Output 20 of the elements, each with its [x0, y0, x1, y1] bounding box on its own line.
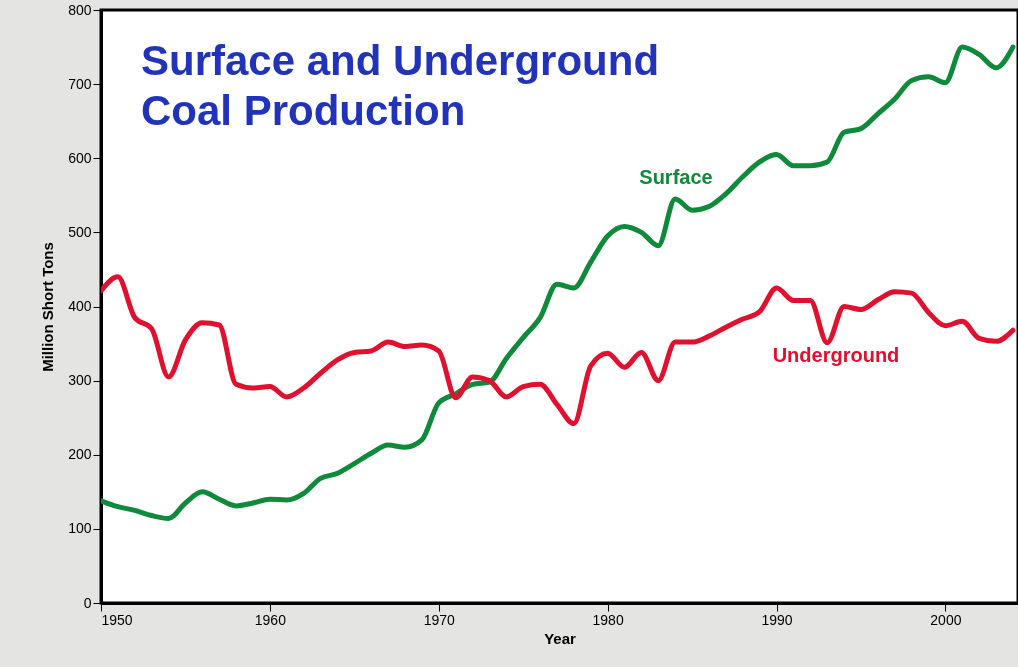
y-tick-label: 800 — [68, 1, 92, 18]
y-axis-title: Million Short Tons — [39, 242, 57, 372]
text: Surface and Underground Coal Production — [141, 37, 660, 134]
x-tick-label: 1980 — [592, 611, 624, 628]
x-axis-title: Year — [544, 629, 577, 647]
x-tick-label: 1970 — [423, 611, 456, 628]
y-tick-label: 700 — [68, 75, 92, 92]
series-label: Underground — [772, 344, 900, 366]
y-tick-label: 100 — [68, 520, 92, 537]
y-tick-label: 200 — [68, 446, 92, 463]
series-label: Surface — [639, 166, 713, 188]
x-tick-label: 1960 — [254, 611, 287, 628]
y-tick-label: 400 — [68, 298, 92, 314]
x-tick-label: 1950 — [101, 611, 133, 628]
y-tick-label: 300 — [68, 372, 92, 389]
y-tick-label: 600 — [68, 149, 92, 166]
y-tick-label: 500 — [68, 223, 92, 240]
x-tick-label: 2000 — [930, 611, 962, 628]
y-tick-label: 0 — [83, 594, 92, 611]
x-tick-label: 1990 — [761, 611, 793, 628]
